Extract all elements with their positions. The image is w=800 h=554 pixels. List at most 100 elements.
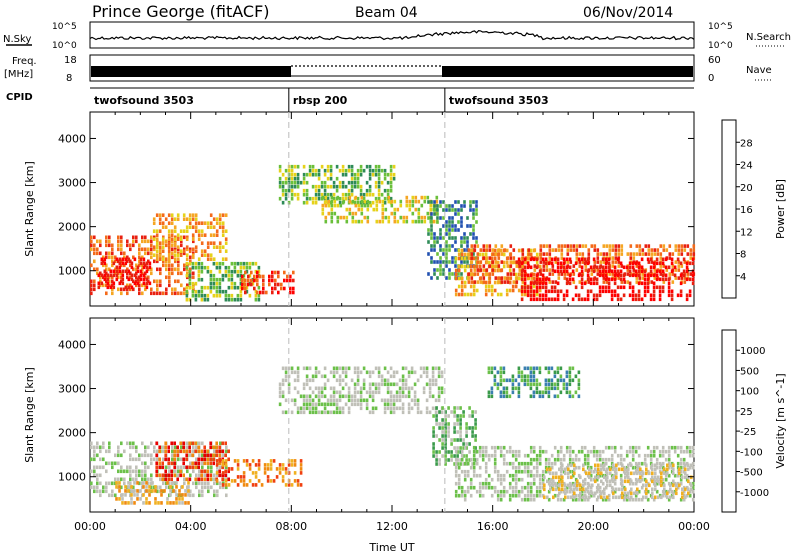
range-cell xyxy=(142,261,146,266)
range-cell xyxy=(129,263,132,268)
range-cell xyxy=(457,264,461,269)
range-cell xyxy=(667,497,671,502)
range-cell xyxy=(614,244,618,248)
range-cell xyxy=(426,211,430,216)
range-cell xyxy=(565,449,569,454)
range-cell xyxy=(278,390,282,395)
range-cell xyxy=(451,256,454,260)
range-cell xyxy=(161,477,164,482)
noise-tick-hi-right: 10^5 xyxy=(708,22,733,32)
range-cell xyxy=(583,497,587,502)
range-cell xyxy=(561,467,564,472)
range-cell xyxy=(147,259,150,264)
range-cell xyxy=(577,449,581,454)
range-cell xyxy=(631,297,635,302)
range-cell xyxy=(194,293,198,298)
range-cell xyxy=(317,386,321,391)
range-cell xyxy=(129,441,132,446)
range-cell xyxy=(565,386,569,391)
range-cell xyxy=(466,216,469,220)
range-cell xyxy=(589,485,593,490)
range-cell xyxy=(612,467,615,472)
range-cell xyxy=(573,491,576,496)
range-cell xyxy=(460,208,463,212)
range-cell xyxy=(652,445,656,450)
range-cell xyxy=(502,394,506,399)
range-cell xyxy=(538,269,542,274)
range-cell xyxy=(547,297,551,302)
range-cell xyxy=(142,257,146,262)
range-cell xyxy=(478,489,482,494)
range-cell xyxy=(518,268,522,272)
range-cell xyxy=(549,471,552,476)
range-cell xyxy=(133,481,136,485)
range-cell xyxy=(499,473,503,478)
range-cell xyxy=(451,260,454,264)
range-cell xyxy=(138,259,141,264)
range-cell xyxy=(574,493,578,498)
range-cell xyxy=(679,469,683,474)
range-cell xyxy=(460,236,463,240)
colorbar-tick-label: -500 xyxy=(740,468,763,479)
range-cell xyxy=(643,293,647,298)
range-cell xyxy=(114,461,117,466)
range-cell xyxy=(374,180,378,185)
range-cell xyxy=(284,168,288,173)
range-cell xyxy=(462,410,465,414)
range-cell xyxy=(213,449,216,454)
range-cell xyxy=(691,445,695,450)
range-cell xyxy=(627,479,630,484)
range-cell xyxy=(117,449,120,454)
range-cell xyxy=(302,164,306,169)
range-cell xyxy=(311,172,315,177)
range-cell xyxy=(185,289,189,294)
range-cell xyxy=(432,414,435,418)
range-cell xyxy=(302,188,306,193)
range-cell xyxy=(579,491,582,496)
range-cell xyxy=(227,273,231,278)
range-cell xyxy=(377,382,381,387)
range-cell xyxy=(289,286,292,291)
range-cell xyxy=(161,249,165,253)
range-cell xyxy=(572,280,576,284)
range-cell xyxy=(218,473,221,478)
range-cell xyxy=(206,293,210,298)
range-cell xyxy=(514,469,518,474)
range-cell xyxy=(526,497,530,502)
range-cell xyxy=(469,264,473,269)
range-cell xyxy=(170,229,174,233)
range-cell xyxy=(326,410,330,415)
range-cell xyxy=(173,441,176,446)
range-cell xyxy=(182,213,186,217)
range-cell xyxy=(203,249,207,253)
range-cell xyxy=(541,293,545,298)
range-cell xyxy=(200,285,204,290)
range-cell xyxy=(475,200,478,204)
range-cell xyxy=(460,216,463,220)
range-cell xyxy=(135,235,138,240)
range-cell xyxy=(224,289,228,294)
range-cell xyxy=(329,172,333,177)
range-cell xyxy=(499,370,503,375)
range-cell xyxy=(341,168,345,173)
range-cell xyxy=(556,370,560,375)
range-cell xyxy=(192,445,195,450)
range-cell xyxy=(538,293,542,298)
range-cell xyxy=(386,386,390,391)
range-cell xyxy=(201,485,204,490)
range-cell xyxy=(532,477,536,482)
range-cell xyxy=(434,366,438,371)
range-cell xyxy=(147,247,150,252)
range-cell xyxy=(224,241,228,245)
range-cell xyxy=(135,473,138,478)
range-cell xyxy=(603,467,606,472)
range-cell xyxy=(176,213,180,217)
range-cell xyxy=(323,394,327,399)
range-cell xyxy=(541,297,545,302)
range-cell xyxy=(667,445,671,450)
range-cell xyxy=(478,445,482,450)
range-cell xyxy=(586,457,590,462)
range-cell xyxy=(350,184,354,189)
range-cell xyxy=(353,390,357,395)
range-cell xyxy=(375,207,379,212)
